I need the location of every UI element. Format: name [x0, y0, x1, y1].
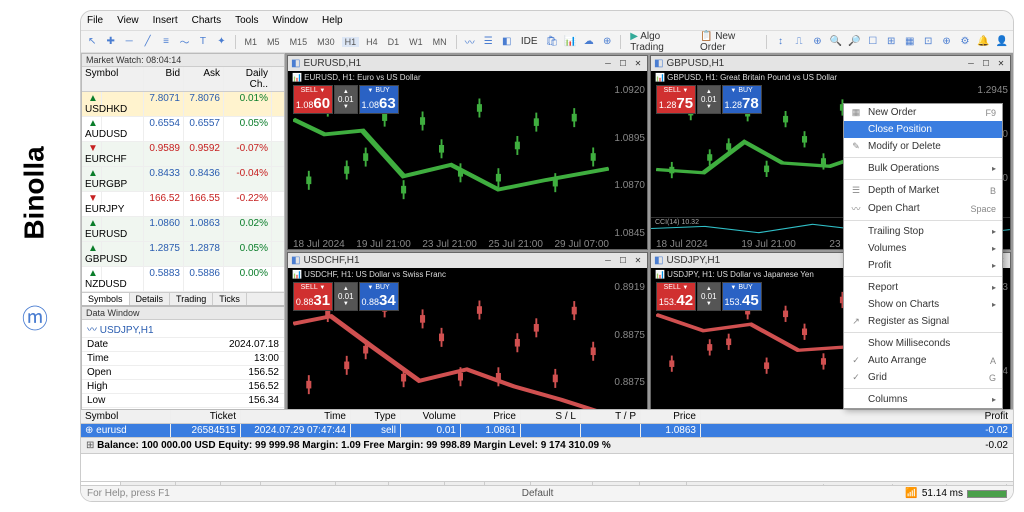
ctx-volumes[interactable]: Volumes▸ — [844, 240, 1002, 257]
minimize-icon[interactable]: ─ — [965, 58, 977, 70]
ctx-columns[interactable]: Columns▸ — [844, 391, 1002, 408]
timeframe-M30[interactable]: M30 — [314, 37, 338, 47]
new-order-button[interactable]: 📋 New Order — [697, 31, 760, 53]
sell-button[interactable]: SELL ▼1.2875 — [656, 85, 696, 114]
ctx-report[interactable]: Report▸ — [844, 279, 1002, 296]
tool-icon[interactable]: 〜 — [177, 34, 191, 50]
ctx-grid[interactable]: ✓GridG — [844, 369, 1002, 386]
ctx-modify-or-delete[interactable]: ✎Modify or Delete — [844, 138, 1002, 155]
ctx-open-chart[interactable]: 〰Open ChartSpace — [844, 199, 1002, 218]
mw-row-EURJPY[interactable]: ▼ EURJPY166.52166.55-0.22% — [82, 192, 284, 217]
menu-file[interactable]: File — [87, 15, 103, 26]
menu-window[interactable]: Window — [272, 15, 308, 26]
market-watch-tabs: SymbolsDetailsTradingTicks — [82, 292, 284, 305]
lot-input[interactable]: ▲0.01▼ — [334, 85, 358, 114]
timeframe-D1[interactable]: D1 — [385, 37, 403, 47]
tool-icon[interactable]: T — [196, 34, 210, 50]
maximize-icon[interactable]: ☐ — [617, 58, 629, 70]
menu-help[interactable]: Help — [322, 15, 343, 26]
toolbar: ↖✚─╱≡〜T✦M1M5M15M30H1H4D1W1MN〰☰◧IDE🛍📊☁⊕▶ … — [81, 31, 1013, 53]
timeframe-H1[interactable]: H1 — [342, 37, 360, 47]
mw-row-AUDUSD[interactable]: ▲ AUDUSD0.65540.65570.05% — [82, 117, 284, 142]
data-window-panel: Data Window 〰 USDJPY,H1 Date2024.07.18Ti… — [81, 306, 285, 423]
market-watch-title: Market Watch: 08:04:14 — [82, 54, 284, 67]
brand-sidebar: Binolla ⓜ — [0, 0, 70, 512]
lot-input[interactable]: ▲0.01▼ — [334, 282, 358, 311]
sell-button[interactable]: SELL ▼0.8831 — [293, 282, 333, 311]
terminal-header: SymbolTicketTimeTypeVolumePriceS / LT / … — [81, 410, 1013, 424]
status-profile: Default — [170, 488, 906, 499]
menu-tools[interactable]: Tools — [235, 15, 258, 26]
ctx-show-on-charts[interactable]: Show on Charts▸ — [844, 296, 1002, 313]
maximize-icon[interactable]: ☐ — [617, 255, 629, 267]
sell-button[interactable]: SELL ▼153.42 — [656, 282, 696, 311]
ctx-close-position[interactable]: Close Position — [844, 121, 1002, 138]
mw-row-EURGBP[interactable]: ▲ EURGBP0.84330.8436-0.04% — [82, 167, 284, 192]
status-ping: 51.14 ms — [922, 488, 963, 499]
mw-row-GBPUSD[interactable]: ▲ GBPUSD1.28751.28780.05% — [82, 242, 284, 267]
tool-icon[interactable]: ↖ — [85, 34, 99, 50]
timeframe-M15[interactable]: M15 — [287, 37, 311, 47]
data-window-title: Data Window — [82, 307, 284, 320]
ctx-auto-arrange[interactable]: ✓Auto ArrangeA — [844, 352, 1002, 369]
sell-button[interactable]: SELL ▼1.0860 — [293, 85, 333, 114]
close-icon[interactable]: ✕ — [632, 255, 644, 267]
minimize-icon[interactable]: ─ — [602, 255, 614, 267]
app-window: FileViewInsertChartsToolsWindowHelp ↖✚─╱… — [80, 10, 1014, 502]
tool-icon[interactable]: ✦ — [214, 34, 228, 50]
timeframe-H4[interactable]: H4 — [363, 37, 381, 47]
timeframe-W1[interactable]: W1 — [406, 37, 426, 47]
statusbar: For Help, press F1 Default 📶51.14 ms — [81, 485, 1013, 501]
timeframe-M1[interactable]: M1 — [242, 37, 261, 47]
ctx-profit[interactable]: Profit▸ — [844, 257, 1002, 274]
lot-input[interactable]: ▲0.01▼ — [697, 85, 721, 114]
ctx-depth-of-market[interactable]: ☰Depth of MarketB — [844, 182, 1002, 199]
ctx-new-order[interactable]: ▦New OrderF9 — [844, 104, 1002, 121]
algo-trading-button[interactable]: ▶ Algo Trading — [627, 31, 693, 53]
terminal-row[interactable]: ⊕ eurusd265845152024.07.29 07:47:44sell0… — [81, 424, 1013, 437]
context-menu: ▦New OrderF9Close Position✎Modify or Del… — [843, 103, 1003, 409]
close-icon[interactable]: ✕ — [995, 58, 1007, 70]
terminal-balance: ⊞ Balance: 100 000.00 USD Equity: 99 999… — [81, 437, 1013, 454]
market-watch-rows: ▲ USDHKD7.80717.80760.01%▲ AUDUSD0.65540… — [82, 92, 284, 292]
ctx-trailing-stop[interactable]: Trailing Stop▸ — [844, 223, 1002, 240]
tool-icon[interactable]: ≡ — [159, 34, 173, 50]
ide-button[interactable]: IDE — [518, 36, 541, 47]
menubar: File View Insert Charts Tools Window Help — [81, 11, 1013, 31]
buy-button[interactable]: ▼ BUY1.2878 — [722, 85, 762, 114]
buy-button[interactable]: ▼ BUY153.45 — [722, 282, 762, 311]
maximize-icon[interactable]: ☐ — [980, 58, 992, 70]
tool-icon[interactable]: ─ — [122, 34, 136, 50]
menu-insert[interactable]: Insert — [153, 15, 178, 26]
mw-row-USDHKD[interactable]: ▲ USDHKD7.80717.80760.01% — [82, 92, 284, 117]
ctx-register-as-signal[interactable]: ↗Register as Signal — [844, 313, 1002, 330]
market-watch-panel: Market Watch: 08:04:14 SymbolBidAskDaily… — [81, 53, 285, 306]
menu-charts[interactable]: Charts — [192, 15, 221, 26]
brand-text: Binolla — [19, 146, 51, 239]
tool-icon[interactable]: ✚ — [103, 34, 117, 50]
buy-button[interactable]: ▼ BUY0.8834 — [359, 282, 399, 311]
minimize-icon[interactable]: ─ — [602, 58, 614, 70]
chart-EURUSD,H1[interactable]: ◧EURUSD,H1─☐✕📊 EURUSD, H1: Euro vs US Do… — [287, 55, 648, 250]
close-icon[interactable]: ✕ — [632, 58, 644, 70]
ctx-show-milliseconds[interactable]: Show Milliseconds — [844, 335, 1002, 352]
mw-row-EURCHF[interactable]: ▼ EURCHF0.95890.9592-0.07% — [82, 142, 284, 167]
menu-view[interactable]: View — [117, 15, 139, 26]
timeframe-M5[interactable]: M5 — [264, 37, 283, 47]
buy-button[interactable]: ▼ BUY1.0863 — [359, 85, 399, 114]
ctx-bulk-operations[interactable]: Bulk Operations▸ — [844, 160, 1002, 177]
lot-input[interactable]: ▲0.01▼ — [697, 282, 721, 311]
timeframe-MN[interactable]: MN — [430, 37, 450, 47]
mw-row-NZDUSD[interactable]: ▲ NZDUSD0.58830.58860.00% — [82, 267, 284, 292]
data-window-symbol: 〰 USDJPY,H1 — [82, 320, 284, 338]
mw-row-EURUSD[interactable]: ▲ EURUSD1.08601.08630.02% — [82, 217, 284, 242]
market-watch-header: SymbolBidAskDaily Ch.. — [82, 67, 284, 92]
tool-icon[interactable]: ╱ — [140, 34, 154, 50]
brand-icon: ⓜ — [22, 299, 48, 336]
